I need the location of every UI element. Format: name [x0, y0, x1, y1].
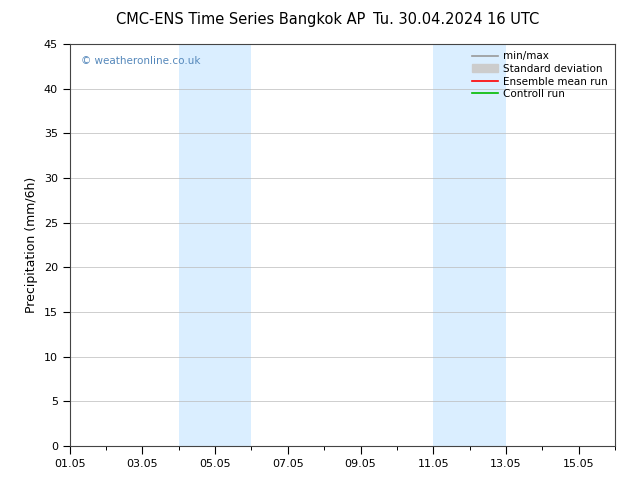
Legend: min/max, Standard deviation, Ensemble mean run, Controll run: min/max, Standard deviation, Ensemble me… [470, 49, 610, 101]
Text: Tu. 30.04.2024 16 UTC: Tu. 30.04.2024 16 UTC [373, 12, 540, 27]
Bar [433, 44, 506, 446]
Text: CMC-ENS Time Series Bangkok AP: CMC-ENS Time Series Bangkok AP [116, 12, 366, 27]
Text: © weatheronline.co.uk: © weatheronline.co.uk [81, 56, 200, 66]
Y-axis label: Precipitation (mm/6h): Precipitation (mm/6h) [25, 177, 38, 313]
Bar [179, 44, 252, 446]
